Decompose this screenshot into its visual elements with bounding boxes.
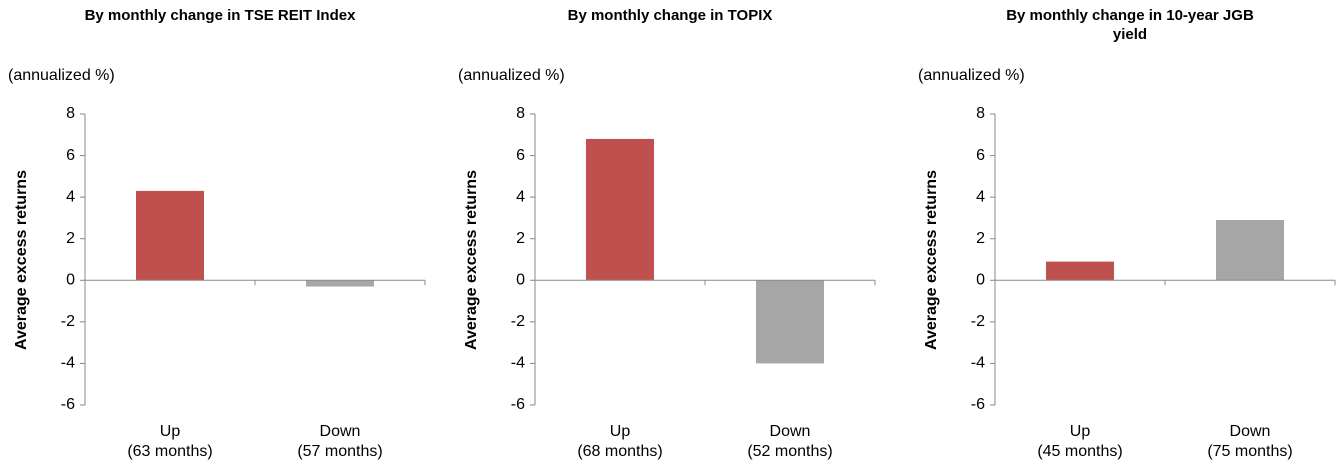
- y-axis-label: Average excess returns: [463, 170, 480, 350]
- y-tick-label: 8: [516, 105, 525, 122]
- y-tick-label: 8: [976, 105, 985, 122]
- x-tick-label: Down: [320, 423, 361, 440]
- y-tick-label: -6: [511, 396, 525, 413]
- y-tick-label: 2: [516, 230, 525, 247]
- bar: [1216, 220, 1284, 281]
- bar: [306, 280, 374, 287]
- x-tick-label: (63 months): [127, 443, 212, 460]
- y-tick-label: -6: [61, 396, 75, 413]
- y-tick-label: 6: [66, 147, 75, 164]
- unit-label: (annualized %): [918, 67, 1025, 84]
- y-tick-label: 0: [516, 272, 525, 289]
- y-axis-label: Average excess returns: [923, 170, 940, 350]
- y-tick-label: 0: [66, 272, 75, 289]
- y-tick-label: 4: [66, 188, 75, 205]
- y-tick-label: 0: [976, 272, 985, 289]
- y-tick-label: -2: [971, 313, 985, 330]
- x-tick-label: Down: [1230, 423, 1271, 440]
- y-tick-label: 8: [66, 105, 75, 122]
- y-tick-label: 2: [66, 230, 75, 247]
- y-tick-label: -4: [511, 355, 525, 372]
- x-tick-label: Up: [160, 423, 181, 440]
- y-tick-label: 4: [976, 188, 985, 205]
- bar: [586, 138, 654, 281]
- chart-title: By monthly change in 10-year JGB yield: [1006, 7, 1254, 43]
- unit-label: (annualized %): [8, 67, 115, 84]
- y-axis-label: Average excess returns: [13, 170, 30, 350]
- x-tick-label: Up: [1070, 423, 1091, 440]
- y-tick-label: -4: [61, 355, 75, 372]
- x-tick-label: (57 months): [297, 443, 382, 460]
- x-tick-label: (45 months): [1037, 443, 1122, 460]
- y-tick-label: -2: [511, 313, 525, 330]
- chart-title: By monthly change in TSE REIT Index: [84, 7, 356, 24]
- unit-label: (annualized %): [458, 67, 565, 84]
- bar: [136, 190, 204, 281]
- bar: [756, 280, 824, 364]
- x-tick-label: (52 months): [747, 443, 832, 460]
- y-tick-label: 6: [516, 147, 525, 164]
- y-tick-label: 2: [976, 230, 985, 247]
- y-tick-label: -4: [971, 355, 985, 372]
- y-tick-label: 4: [516, 188, 525, 205]
- x-tick-label: Down: [770, 423, 811, 440]
- y-tick-label: 6: [976, 147, 985, 164]
- x-tick-label: Up: [610, 423, 631, 440]
- y-tick-label: -2: [61, 313, 75, 330]
- y-tick-label: -6: [971, 396, 985, 413]
- bar: [1046, 261, 1114, 281]
- chart-title: By monthly change in TOPIX: [567, 7, 773, 24]
- x-tick-label: (68 months): [577, 443, 662, 460]
- x-tick-label: (75 months): [1207, 443, 1292, 460]
